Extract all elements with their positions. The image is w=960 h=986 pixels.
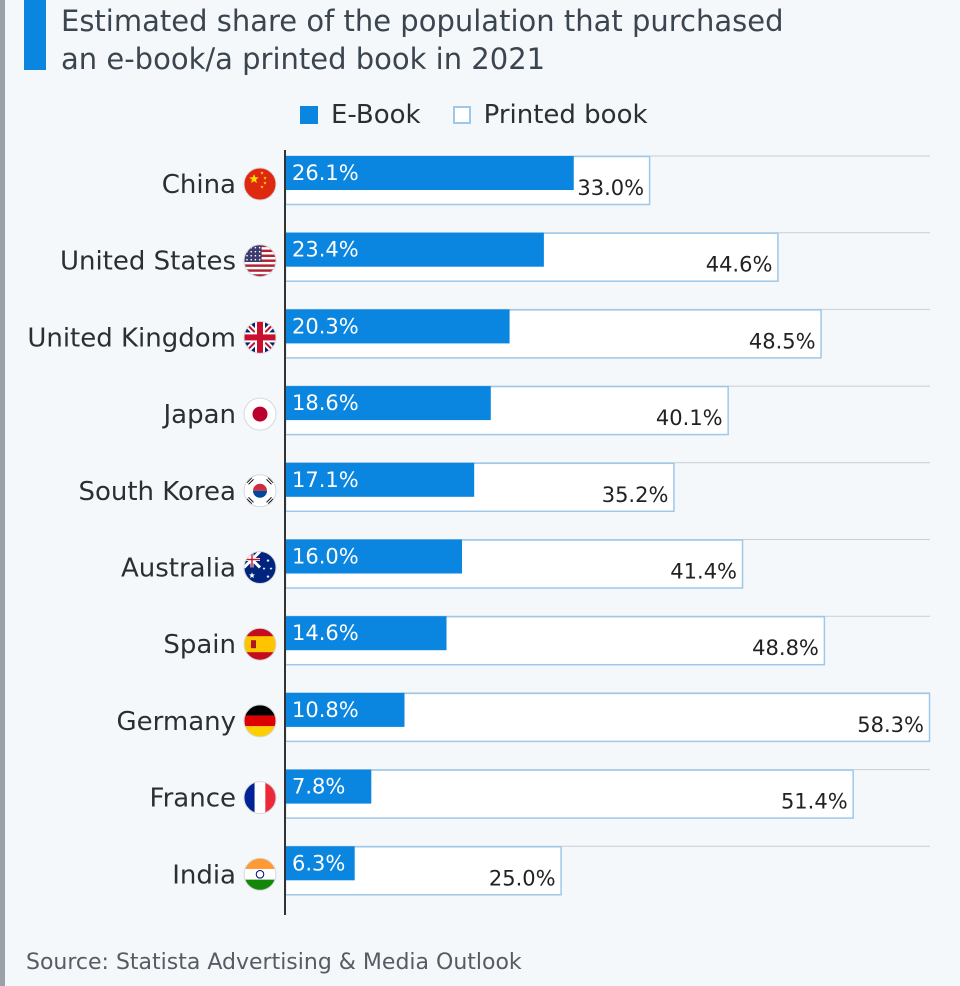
china-flag-icon — [244, 168, 276, 200]
ebook-bar-united-kingdom — [285, 309, 510, 344]
ebook-value-label-australia: 16.0% — [292, 545, 359, 569]
spain-flag-icon — [244, 628, 276, 661]
legend-label-printed: Printed book — [483, 100, 648, 130]
category-label-japan: Japan — [161, 400, 236, 430]
china-flag-icon-ring — [243, 167, 277, 201]
printed-value-label-india: 25.0% — [489, 866, 556, 890]
printed-value-label-united-kingdom: 48.5% — [749, 329, 816, 353]
south-korea-flag-icon-ring — [243, 474, 277, 508]
india-flag-icon-ring — [243, 857, 277, 891]
chart-title-line-2: an e-book/a printed book in 2021 — [61, 42, 546, 76]
category-label-united-states: United States — [60, 247, 236, 277]
category-label-china: China — [162, 170, 236, 200]
category-label-south-korea: South Korea — [78, 477, 236, 507]
printed-value-label-australia: 41.4% — [670, 560, 737, 584]
united-states-flag-icon-ring — [243, 244, 277, 278]
ebook-bar-australia — [285, 539, 463, 574]
australia-flag-icon — [244, 551, 276, 584]
germany-flag-icon — [244, 704, 276, 737]
printed-value-label-spain: 48.8% — [752, 636, 819, 660]
ebook-value-label-china: 26.1% — [292, 161, 359, 185]
title-accent-bar — [24, 0, 46, 70]
france-flag-icon-ring — [243, 781, 277, 815]
printed-value-label-japan: 40.1% — [656, 406, 723, 430]
chart-title-line-1: Estimated share of the population that p… — [61, 4, 784, 38]
ebook-value-label-japan: 18.6% — [292, 391, 359, 415]
india-flag-icon — [244, 858, 276, 891]
ebook-bar-japan — [285, 386, 491, 421]
printed-value-label-germany: 58.3% — [857, 713, 924, 737]
ebook-value-label-germany: 10.8% — [292, 698, 359, 722]
source-note: Source: Statista Advertising & Media Out… — [26, 950, 522, 975]
united-kingdom-flag-icon-ring — [243, 320, 277, 354]
ebook-bar-spain — [285, 616, 447, 651]
ebook-swatch-icon — [300, 106, 318, 124]
printed-value-label-south-korea: 35.2% — [602, 483, 669, 507]
printed-value-label-china: 33.0% — [577, 176, 644, 200]
ebook-bar-south-korea — [285, 462, 475, 497]
category-label-spain: Spain — [163, 630, 236, 660]
category-label-australia: Australia — [121, 554, 236, 584]
ebook-value-label-united-kingdom: 20.3% — [292, 314, 359, 338]
spain-flag-icon-ring — [243, 627, 277, 661]
legend-item-printed[interactable]: Printed book — [452, 100, 648, 130]
left-edge-rule — [0, 0, 5, 986]
australia-flag-icon-ring — [243, 551, 277, 584]
chart-title: Estimated share of the population that p… — [61, 2, 941, 78]
united-kingdom-flag-icon — [244, 321, 276, 354]
category-label-united-kingdom: United Kingdom — [27, 323, 236, 353]
japan-flag-icon — [244, 398, 276, 431]
france-flag-icon — [244, 781, 276, 814]
printed-value-label-france: 51.4% — [781, 790, 848, 814]
ebook-value-label-united-states: 23.4% — [292, 238, 359, 262]
ebook-bar-germany — [285, 692, 405, 727]
ebook-bar-china — [285, 156, 574, 190]
ebook-bar-united-states — [285, 232, 544, 267]
ebook-value-label-france: 7.8% — [292, 775, 345, 799]
ebook-value-label-south-korea: 17.1% — [292, 468, 359, 492]
printed-bar-france — [284, 769, 854, 819]
legend-item-ebook[interactable]: E-Book — [300, 100, 421, 130]
printed-swatch-icon — [452, 106, 471, 124]
ebook-bar-france — [285, 769, 372, 804]
germany-flag-icon-ring — [243, 704, 277, 738]
legend-label-ebook: E-Book — [331, 100, 421, 130]
ebook-value-label-spain: 14.6% — [292, 621, 359, 645]
japan-flag-icon-ring — [243, 397, 277, 431]
legend: E-Book Printed book — [300, 98, 680, 132]
ebook-value-label-india: 6.3% — [292, 851, 345, 875]
ebook-bar-india — [285, 846, 355, 881]
category-label-germany: Germany — [116, 707, 236, 737]
category-label-india: India — [172, 860, 236, 890]
printed-value-label-united-states: 44.6% — [706, 253, 773, 277]
category-label-france: France — [150, 784, 236, 814]
